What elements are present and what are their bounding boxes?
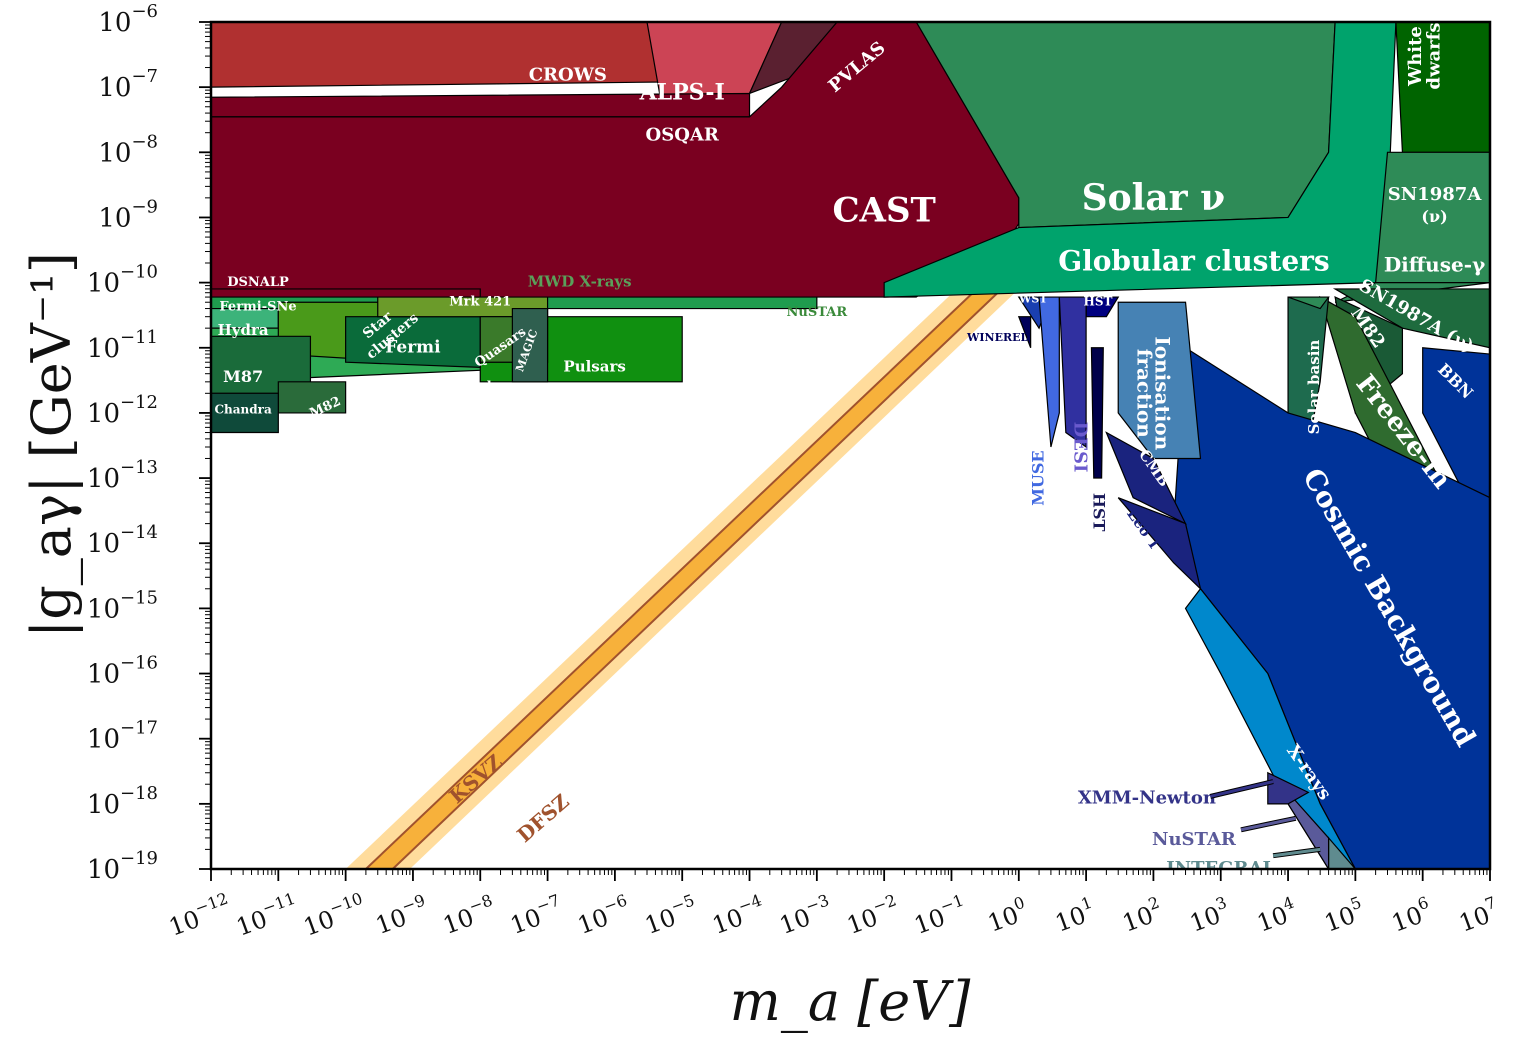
label-xmm-newton: XMM-Newton [1078, 788, 1216, 809]
y-tick-label: 10−6 [98, 1, 158, 38]
x-tick-label: 10−4 [707, 890, 769, 940]
label-hst: HST [1083, 295, 1112, 309]
x-tick-label: 105 [1319, 893, 1369, 938]
x-tick-label: 10−5 [640, 890, 702, 940]
band-label-dfsz: DFSZ [512, 789, 573, 847]
label-jwst: JWST [1013, 293, 1049, 306]
label-dsnalp: DSNALP [227, 275, 289, 290]
label--: (ν) [1421, 207, 1447, 226]
y-axis: 10−6 10−7 10−8 10−9 10−10 10−11 10−12 10−13 10−1… [87, 1, 211, 885]
x-tick-label: 106 [1386, 893, 1436, 938]
label-hst: HST [1089, 493, 1108, 532]
label-cast: CAST [833, 190, 936, 230]
label-desi: DESI [1070, 422, 1091, 473]
label-mrk-421: Mrk 421 [449, 295, 511, 310]
x-tick-label: 10−11 [231, 889, 303, 942]
label-mwd-pol-: MWD Pol. [424, 379, 496, 394]
x-tick-label: 104 [1252, 893, 1302, 938]
label-diffuse-: Diffuse-γ [1384, 252, 1486, 276]
x-tick-label: 102 [1117, 893, 1167, 938]
x-tick-label: 101 [1050, 893, 1100, 938]
label-fraction: fraction [1132, 349, 1156, 438]
label-osqar: OSQAR [646, 125, 720, 146]
y-tick-label: 10−9 [98, 196, 158, 233]
region-hst [1091, 348, 1103, 478]
y-tick-label: 10−15 [87, 587, 158, 624]
label-fermi: Fermi [385, 337, 441, 357]
label-m87: M87 [223, 367, 263, 386]
x-tick-label: 10−7 [505, 890, 567, 940]
y-tick-label: 10−17 [87, 718, 158, 755]
y-tick-label: 10−13 [87, 457, 158, 494]
label-solar-: Solar ν [1082, 177, 1226, 219]
y-tick-label: 10−11 [87, 327, 158, 364]
x-tick-label: 10−3 [774, 890, 836, 940]
x-tick-label: 100 [982, 893, 1032, 938]
label-globular-clusters: Globular clusters [1058, 245, 1330, 278]
x-tick-label: 10−10 [298, 889, 370, 942]
x-tick-label: 10−9 [370, 890, 432, 940]
callout-line [1241, 818, 1296, 829]
label-hydra: Hydra [218, 321, 269, 339]
label-nustar: NuSTAR [1152, 829, 1237, 850]
region-muse [1039, 297, 1059, 447]
label-dwarfs: dwarfs [1424, 23, 1445, 90]
y-tick-label: 10−16 [87, 653, 158, 690]
y-tick-label: 10−18 [87, 783, 158, 820]
x-axis-title: m_a [eV] [730, 970, 972, 1033]
label-alps-i: ALPS-I [639, 79, 725, 105]
y-tick-label: 10−12 [87, 392, 158, 429]
y-tick-label: 10−8 [98, 131, 158, 168]
label-solar-basin: Solar basin [1305, 340, 1323, 435]
x-tick-label: 10−8 [438, 890, 500, 940]
x-tick-label: 10−12 [164, 889, 236, 942]
label-stab: StAB [1299, 286, 1330, 299]
label-muse: MUSE [1029, 450, 1048, 505]
callout-line [1210, 782, 1273, 797]
y-tick-label: 10−7 [98, 66, 158, 103]
label-crows: CROWS [529, 65, 607, 86]
x-tick-label: 103 [1184, 893, 1234, 938]
x-tick-label: 10−6 [572, 890, 634, 940]
label-nustar: NuSTAR [787, 305, 848, 320]
y-axis-title: |g_aγ| [GeV⁻¹] [20, 252, 83, 638]
y-tick-label: 10−10 [87, 262, 158, 299]
label-fermi-sne: Fermi-SNe [219, 300, 296, 315]
label-chandra: Chandra [214, 403, 271, 417]
label-sn1987a: SN1987A [1388, 184, 1483, 205]
y-tick-label: 10−19 [87, 848, 158, 885]
label-winered: WINERED [966, 331, 1030, 344]
x-tick-label: 10−2 [841, 890, 903, 940]
label-pulsars: Pulsars [563, 357, 625, 375]
x-tick-label: 10−1 [909, 890, 971, 940]
label-mwd-x-rays: MWD X-rays [528, 273, 632, 291]
region-dsnalp [211, 289, 480, 297]
x-tick-label: 107 [1454, 893, 1504, 938]
y-tick-label: 10−14 [87, 522, 158, 559]
